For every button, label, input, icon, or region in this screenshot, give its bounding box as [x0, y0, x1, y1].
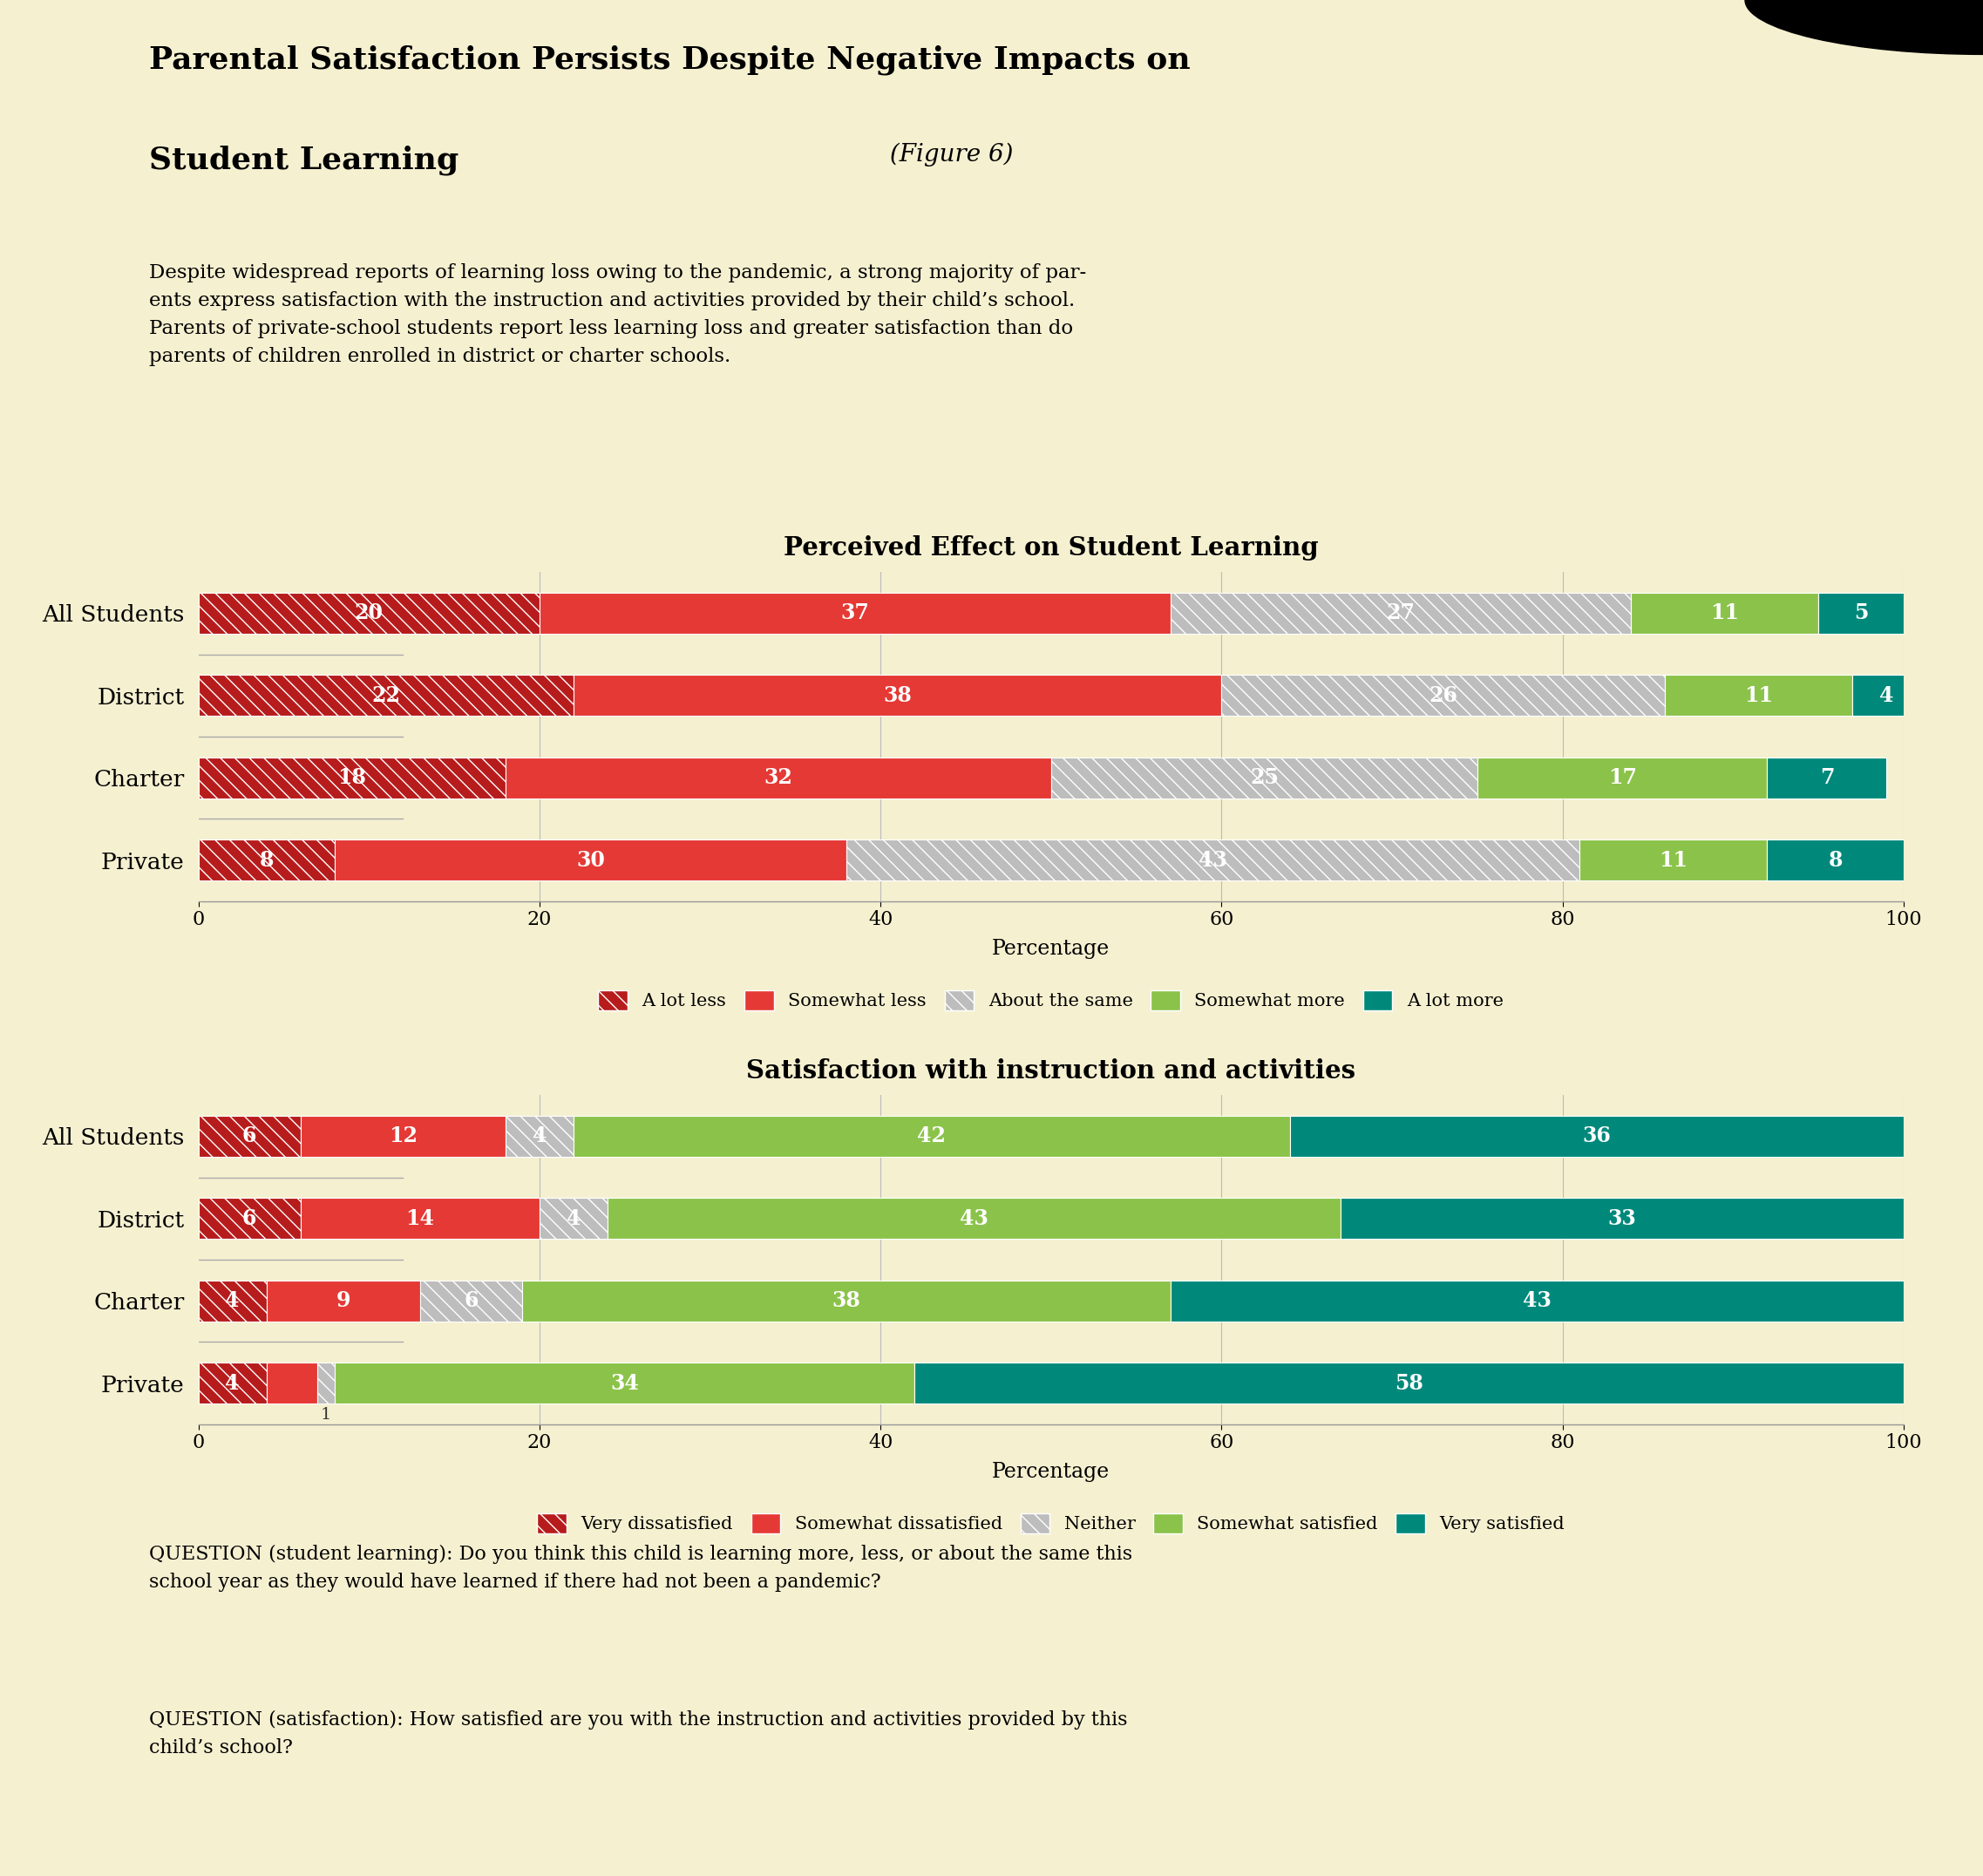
Text: 32: 32	[763, 767, 793, 788]
Text: 38: 38	[882, 685, 912, 705]
Bar	[847, 840, 1580, 880]
Bar	[1767, 840, 1904, 880]
Text: 6: 6	[242, 1126, 256, 1146]
Legend: Very dissatisfied, Somewhat dissatisfied, Neither, Somewhat satisfied, Very sati: Very dissatisfied, Somewhat dissatisfied…	[529, 1506, 1573, 1540]
Text: 12: 12	[389, 1126, 416, 1146]
Bar	[1051, 758, 1477, 799]
Text: QUESTION (satisfaction): How satisfied are you with the instruction and activiti: QUESTION (satisfaction): How satisfied a…	[149, 1711, 1126, 1758]
Text: 1: 1	[321, 1407, 331, 1422]
Text: 26: 26	[1430, 685, 1458, 705]
Bar	[1289, 1116, 1904, 1157]
Text: 43: 43	[1198, 850, 1227, 870]
X-axis label: Percentage: Percentage	[992, 1461, 1110, 1482]
Text: 17: 17	[1608, 767, 1636, 788]
Text: 14: 14	[407, 1208, 434, 1229]
Bar	[1170, 593, 1630, 634]
Text: QUESTION (student learning): Do you think this child is learning more, less, or : QUESTION (student learning): Do you thin…	[149, 1546, 1132, 1591]
Text: 11: 11	[1745, 685, 1773, 705]
Bar	[1477, 758, 1767, 799]
Bar	[198, 675, 573, 717]
Bar	[1818, 593, 1904, 634]
Text: 22: 22	[371, 685, 401, 705]
Text: 30: 30	[577, 850, 605, 870]
Text: 11: 11	[1709, 602, 1739, 623]
Text: 33: 33	[1608, 1208, 1636, 1229]
Bar	[198, 1199, 301, 1238]
Bar	[317, 1362, 335, 1403]
Bar	[1341, 1199, 1904, 1238]
Text: 5: 5	[1854, 602, 1868, 623]
Text: 37: 37	[841, 602, 869, 623]
Bar	[266, 1279, 420, 1321]
Bar	[914, 1362, 1904, 1403]
Text: Student Learning: Student Learning	[149, 144, 458, 174]
Text: 6: 6	[464, 1291, 478, 1311]
Bar	[1767, 758, 1886, 799]
Text: Parental Satisfaction Persists Despite Negative Impacts on: Parental Satisfaction Persists Despite N…	[149, 45, 1190, 75]
Text: 20: 20	[355, 602, 383, 623]
Text: 7: 7	[1820, 767, 1834, 788]
Text: 6: 6	[242, 1208, 256, 1229]
Bar	[198, 1362, 266, 1403]
Bar	[1852, 675, 1922, 717]
Bar	[198, 1116, 301, 1157]
Text: (Figure 6): (Figure 6)	[882, 143, 1013, 167]
Bar	[1630, 593, 1818, 634]
Bar	[573, 675, 1222, 717]
Bar	[1170, 1279, 1904, 1321]
Bar	[301, 1116, 506, 1157]
Legend: A lot less, Somewhat less, About the same, Somewhat more, A lot more: A lot less, Somewhat less, About the sam…	[591, 983, 1511, 1017]
Bar	[198, 1279, 266, 1321]
Text: Despite widespread reports of learning loss owing to the pandemic, a strong majo: Despite widespread reports of learning l…	[149, 263, 1087, 366]
Text: 9: 9	[335, 1291, 351, 1311]
Bar	[539, 593, 1170, 634]
Text: 4: 4	[531, 1126, 547, 1146]
Bar	[539, 1199, 607, 1238]
Text: 4: 4	[1880, 685, 1894, 705]
Text: 43: 43	[1523, 1291, 1551, 1311]
Text: 4: 4	[226, 1373, 240, 1394]
Title: Perceived Effect on Student Learning: Perceived Effect on Student Learning	[783, 535, 1319, 561]
Text: 8: 8	[1828, 850, 1842, 870]
Title: Satisfaction with instruction and activities: Satisfaction with instruction and activi…	[746, 1058, 1356, 1082]
Text: 27: 27	[1386, 602, 1416, 623]
Bar	[506, 1116, 573, 1157]
Text: 34: 34	[611, 1373, 639, 1394]
Bar	[1580, 840, 1767, 880]
Bar	[198, 840, 335, 880]
Bar	[335, 1362, 914, 1403]
X-axis label: Percentage: Percentage	[992, 940, 1110, 959]
Bar	[301, 1199, 539, 1238]
Bar	[335, 840, 847, 880]
Bar	[198, 593, 539, 634]
Text: 4: 4	[226, 1291, 240, 1311]
Bar	[266, 1362, 317, 1403]
Text: 36: 36	[1582, 1126, 1610, 1146]
Text: 18: 18	[337, 767, 367, 788]
Bar	[522, 1279, 1170, 1321]
Bar	[506, 758, 1051, 799]
Bar	[1222, 675, 1666, 717]
Wedge shape	[1745, 0, 1983, 54]
Text: 25: 25	[1249, 767, 1279, 788]
Bar	[573, 1116, 1289, 1157]
Text: 43: 43	[960, 1208, 990, 1229]
Bar	[198, 758, 506, 799]
Bar	[607, 1199, 1341, 1238]
Text: 42: 42	[918, 1126, 946, 1146]
Bar	[1666, 675, 1852, 717]
Text: 38: 38	[833, 1291, 861, 1311]
Text: 8: 8	[260, 850, 274, 870]
Text: 58: 58	[1394, 1373, 1424, 1394]
Text: 4: 4	[567, 1208, 581, 1229]
Bar	[420, 1279, 522, 1321]
Text: 11: 11	[1660, 850, 1688, 870]
